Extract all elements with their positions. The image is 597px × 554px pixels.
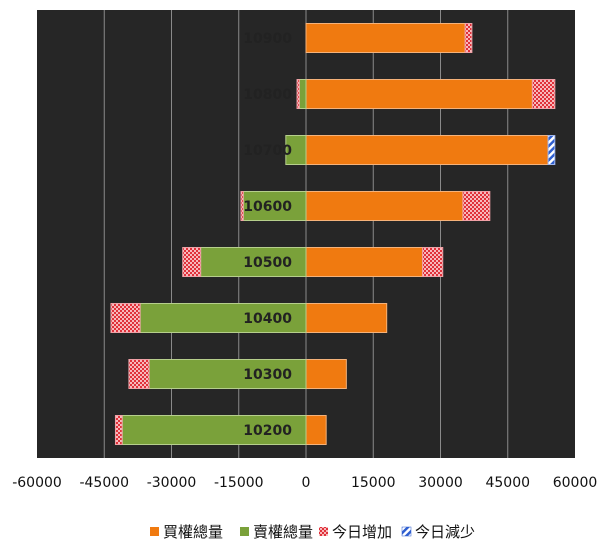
x-tick-label: -60000	[12, 475, 62, 491]
x-tick-label: -15000	[214, 475, 264, 491]
legend-label: 今日增加	[332, 523, 392, 541]
bar-call-total	[305, 415, 327, 445]
bar-put-increase	[128, 359, 150, 389]
bar-put-increase	[110, 303, 141, 333]
x-tick-label: -30000	[147, 475, 197, 491]
bar-put-total	[298, 79, 307, 109]
bar-put-increase	[240, 191, 244, 221]
legend-item: 賣權總量	[240, 523, 313, 541]
x-tick-label: 0	[302, 475, 311, 491]
legend-label: 今日減少	[415, 523, 475, 541]
legend-item: 買權總量	[150, 523, 223, 541]
bar-put-total	[285, 135, 307, 165]
category-label: 10800	[243, 87, 292, 103]
legend-swatch	[240, 527, 249, 536]
bar-call-total	[305, 359, 347, 389]
x-tick-label: 15000	[351, 475, 396, 491]
legend-label: 賣權總量	[253, 523, 313, 541]
bar-put-increase	[182, 247, 202, 277]
bar-call-increase	[422, 247, 444, 277]
bar-call-total	[305, 247, 424, 277]
category-label: 10500	[243, 255, 292, 271]
x-tick-label: 60000	[553, 475, 597, 491]
category-label: 10200	[243, 423, 292, 439]
category-label: 10400	[243, 311, 292, 327]
bar-call-total	[305, 303, 388, 333]
bar-call-total	[305, 135, 549, 165]
category-label: 10300	[243, 367, 292, 383]
bar-call-increase	[531, 79, 556, 109]
bar-call-total	[305, 191, 464, 221]
x-tick-label: -45000	[79, 475, 129, 491]
category-label: 10900	[243, 31, 292, 47]
x-tick-label: 30000	[418, 475, 463, 491]
legend-label: 買權總量	[163, 523, 223, 541]
x-tick-label: 45000	[485, 475, 530, 491]
bar-call-increase	[462, 191, 491, 221]
legend-item: 今日增加	[319, 523, 392, 541]
legend-item: 今日減少	[401, 523, 475, 541]
bar-put-total	[121, 415, 307, 445]
legend-swatch	[319, 527, 328, 536]
legend-swatch	[150, 527, 159, 536]
bar-put-increase	[114, 415, 123, 445]
bar-call-total	[305, 79, 533, 109]
bar-put-increase	[296, 79, 300, 109]
bar-call-increase	[464, 23, 473, 53]
category-label: 10700	[243, 143, 292, 159]
bar-call-decrease	[547, 135, 556, 165]
legend-swatch	[401, 526, 412, 537]
bar-call-total	[305, 23, 466, 53]
category-label: 10600	[243, 199, 292, 215]
